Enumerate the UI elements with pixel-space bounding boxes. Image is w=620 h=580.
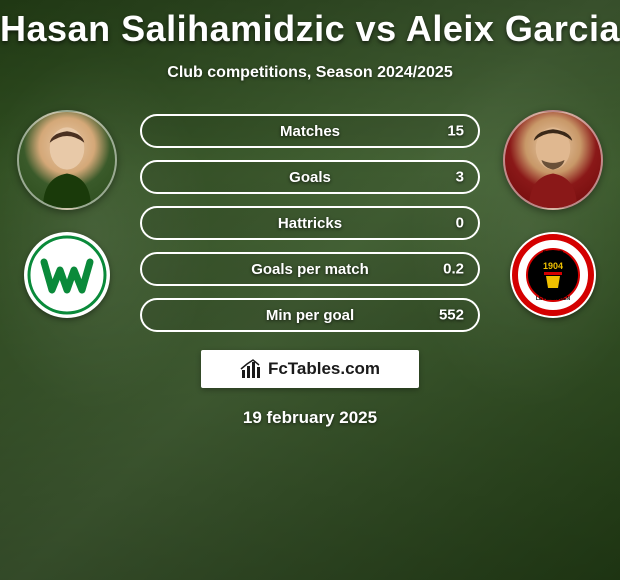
stat-label: Goals per match bbox=[251, 261, 369, 278]
stat-label: Min per goal bbox=[266, 307, 354, 324]
leverkusen-logo-icon: 1904 BAYER LEVERKUSEN bbox=[510, 232, 596, 318]
page-title: Hasan Salihamidzic vs Aleix Garcia bbox=[0, 0, 620, 50]
player-silhouette-icon bbox=[19, 112, 115, 208]
club-left-badge bbox=[24, 232, 110, 318]
bar-chart-icon bbox=[240, 358, 262, 380]
main-row: Matches 15 Goals 3 Hattricks 0 Goals per… bbox=[0, 110, 620, 332]
date-text: 19 february 2025 bbox=[0, 408, 620, 428]
comparison-card: Hasan Salihamidzic vs Aleix Garcia Club … bbox=[0, 0, 620, 428]
brand-box: FcTables.com bbox=[201, 350, 419, 388]
stat-row-goals: Goals 3 bbox=[140, 160, 480, 194]
stat-right-value: 0.2 bbox=[443, 261, 464, 278]
stats-column: Matches 15 Goals 3 Hattricks 0 Goals per… bbox=[140, 110, 480, 332]
stat-row-matches: Matches 15 bbox=[140, 114, 480, 148]
stat-right-value: 0 bbox=[456, 215, 464, 232]
stat-right-value: 552 bbox=[439, 307, 464, 324]
left-column bbox=[12, 110, 122, 318]
svg-text:BAYER: BAYER bbox=[543, 251, 564, 257]
club-right-badge: 1904 BAYER LEVERKUSEN bbox=[510, 232, 596, 318]
stat-label: Matches bbox=[280, 123, 340, 140]
stat-row-hattricks: Hattricks 0 bbox=[140, 206, 480, 240]
stat-label: Goals bbox=[289, 169, 331, 186]
stat-row-goals-per-match: Goals per match 0.2 bbox=[140, 252, 480, 286]
stat-right-value: 3 bbox=[456, 169, 464, 186]
subtitle: Club competitions, Season 2024/2025 bbox=[0, 64, 620, 82]
wolfsburg-logo-icon bbox=[24, 232, 110, 318]
right-column: 1904 BAYER LEVERKUSEN bbox=[498, 110, 608, 318]
brand-text: FcTables.com bbox=[268, 359, 380, 379]
stat-row-min-per-goal: Min per goal 552 bbox=[140, 298, 480, 332]
svg-text:1904: 1904 bbox=[543, 261, 563, 271]
svg-text:LEVERKUSEN: LEVERKUSEN bbox=[536, 296, 571, 302]
stat-right-value: 15 bbox=[447, 123, 464, 140]
player-silhouette-icon bbox=[505, 112, 601, 208]
player-right-avatar bbox=[503, 110, 603, 210]
stat-label: Hattricks bbox=[278, 215, 342, 232]
player-left-avatar bbox=[17, 110, 117, 210]
